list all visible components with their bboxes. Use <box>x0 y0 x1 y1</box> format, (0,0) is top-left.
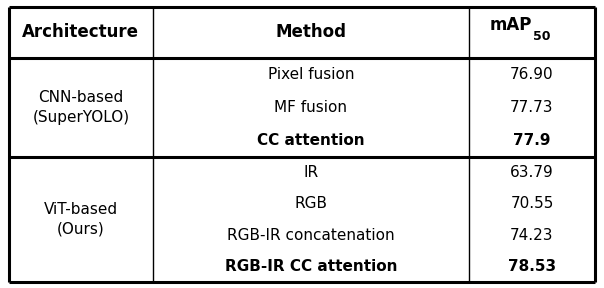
Text: 76.90: 76.90 <box>510 67 554 82</box>
Text: 77.73: 77.73 <box>510 100 554 115</box>
Text: Pixel fusion: Pixel fusion <box>268 67 354 82</box>
Text: mAP: mAP <box>490 16 532 34</box>
Text: 70.55: 70.55 <box>510 196 554 211</box>
Text: IR: IR <box>303 165 318 180</box>
Text: CNN-based
(SuperYOLO): CNN-based (SuperYOLO) <box>32 90 129 125</box>
Text: CC attention: CC attention <box>257 133 365 148</box>
Text: RGB: RGB <box>294 196 327 211</box>
Text: MF fusion: MF fusion <box>274 100 347 115</box>
Text: 77.9: 77.9 <box>513 133 551 148</box>
Text: Method: Method <box>275 23 346 41</box>
Text: Architecture: Architecture <box>22 23 140 41</box>
Text: ViT-based
(Ours): ViT-based (Ours) <box>43 202 118 237</box>
Text: RGB-IR CC attention: RGB-IR CC attention <box>225 259 397 274</box>
Text: 78.53: 78.53 <box>508 259 556 274</box>
Text: 63.79: 63.79 <box>510 165 554 180</box>
Text: 74.23: 74.23 <box>510 228 554 242</box>
Text: 50: 50 <box>533 30 551 43</box>
Text: RGB-IR concatenation: RGB-IR concatenation <box>227 228 394 242</box>
